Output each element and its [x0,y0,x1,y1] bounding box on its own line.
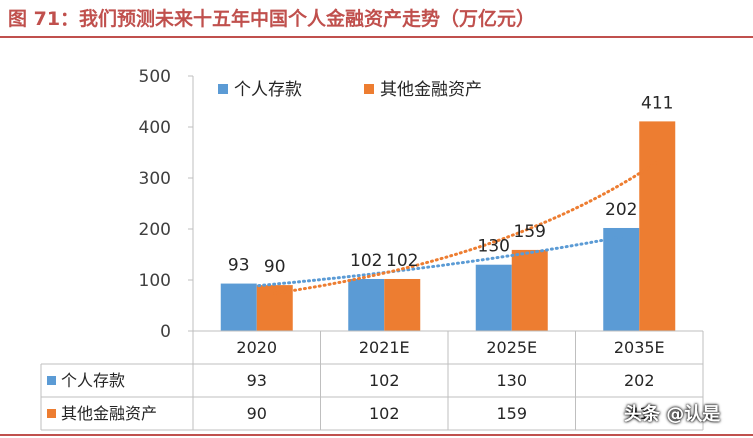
table-cell: 202 [624,371,655,390]
y-tick-label: 100 [139,271,171,291]
data-label: 130 [478,237,510,257]
bar-other-assets [639,121,676,331]
table-cell: 90 [247,404,267,423]
data-label: 159 [514,222,546,242]
y-axis: 0 100 200 300 400 500 [139,67,194,342]
data-table: 2020 2021E 2025E 2035E 个人存款 93 102 130 202 其他金融资产… [40,330,704,431]
data-label: 202 [605,200,637,220]
table-cell: 102 [369,371,400,390]
data-label: 90 [264,257,286,277]
data-labels: 93 102 130 202 90 102 159 411 [228,93,674,277]
bar-deposits [348,278,385,331]
trendlines [237,160,659,295]
trendline-other-assets [273,160,659,295]
x-category-label: 2035E [614,338,665,357]
data-label: 102 [386,251,418,271]
y-tick-label: 0 [160,322,171,342]
y-tick-label: 200 [139,220,171,240]
x-category-label: 2025E [486,338,537,357]
legend-label: 个人存款 [234,80,302,100]
table-row-label: 其他金融资产 [61,404,157,423]
page-title: 图 71：我们预测未来十五年中国个人金融资产走势（万亿元） [8,8,536,30]
bottom-divider [0,434,753,436]
table-cell: 41 [629,404,649,423]
bar-other-assets [511,249,548,331]
bar-deposits [220,283,257,331]
trendline-deposits [237,235,623,289]
table-cell: 102 [369,404,400,423]
legend: 个人存款 其他金融资产 [218,80,482,100]
table-cell: 93 [247,371,267,390]
table-cell: 159 [496,404,527,423]
table-row-label: 个人存款 [61,371,125,390]
legend-swatch [218,84,228,94]
x-category-label: 2021E [359,338,410,357]
bar-deposits [475,264,512,331]
title-divider [0,36,753,38]
y-tick-label: 300 [139,169,171,189]
data-label: 93 [228,256,250,276]
y-tick-label: 400 [139,118,171,138]
legend-swatch [364,84,374,94]
bar-other-assets [384,278,421,331]
data-label: 102 [350,251,382,271]
table-legend-swatch [47,376,56,385]
data-label: 411 [641,93,673,113]
table-legend-swatch [47,409,56,418]
bar-deposits [603,227,640,331]
bars [220,121,676,331]
x-category-label: 2020 [236,338,277,357]
legend-label: 其他金融资产 [380,80,482,100]
watermark: 头条 @认是 [624,404,721,425]
table-cell: 130 [496,371,527,390]
y-tick-label: 500 [139,67,171,87]
